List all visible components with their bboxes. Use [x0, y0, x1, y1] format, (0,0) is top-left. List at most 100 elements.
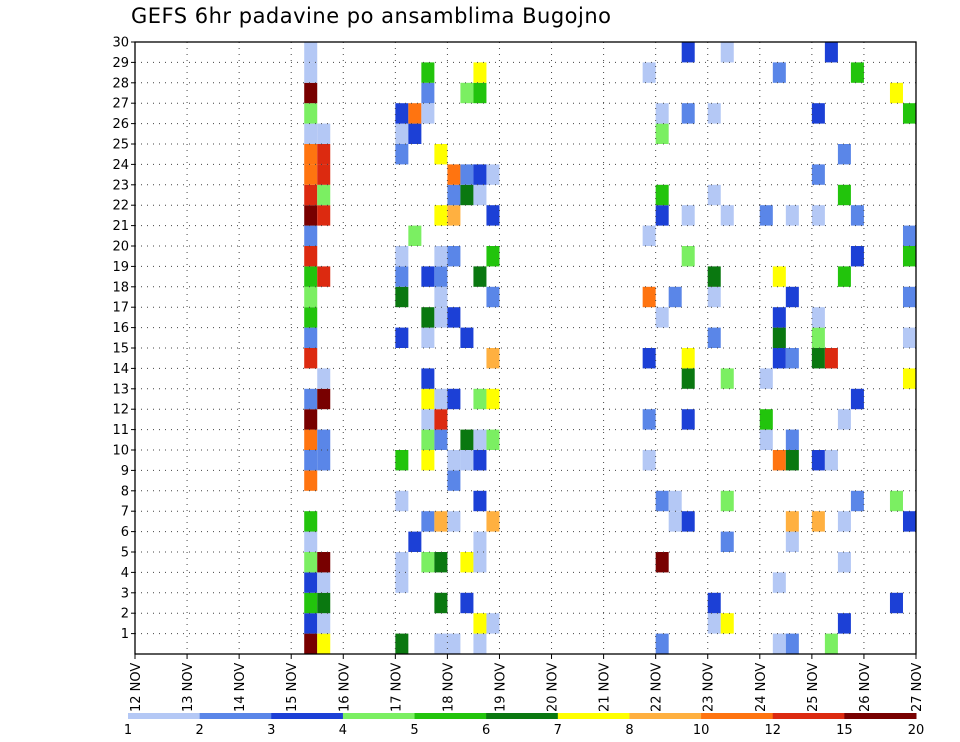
heatmap-cell — [434, 286, 448, 308]
y-tick-label: 18 — [112, 280, 129, 295]
colorbar-segment — [199, 713, 272, 719]
heatmap-cell — [395, 490, 409, 512]
heatmap-cell — [486, 613, 500, 634]
heatmap-cell — [473, 429, 487, 450]
y-tick-label: 15 — [112, 342, 129, 357]
heatmap-cell — [304, 388, 318, 410]
heatmap-cell — [850, 246, 864, 267]
heatmap-cell — [447, 450, 461, 471]
heatmap-cell — [473, 552, 487, 573]
y-tick-label: 14 — [112, 362, 129, 377]
heatmap-cell — [317, 429, 331, 450]
heatmap-cell — [707, 592, 721, 614]
heatmap-cell — [811, 164, 825, 185]
x-tick-label: 22 NOV — [650, 663, 665, 712]
heatmap-cell — [720, 490, 734, 512]
heatmap-cell — [785, 531, 799, 552]
heatmap-cell — [720, 613, 734, 634]
heatmap-cell — [434, 592, 448, 614]
heatmap-cell — [772, 327, 786, 348]
colorbar-label: 1 — [124, 723, 132, 738]
heatmap-cell — [655, 490, 669, 512]
heatmap-cell — [421, 103, 435, 124]
x-tick-label: 14 NOV — [233, 663, 248, 712]
heatmap-cell — [304, 266, 318, 287]
heatmap-cell — [304, 205, 318, 226]
heatmap-cell — [902, 368, 916, 389]
heatmap-cell — [421, 62, 435, 83]
heatmap-cell — [902, 246, 916, 267]
heatmap-cell — [811, 511, 825, 532]
heatmap-cell — [902, 511, 916, 532]
heatmap-cell — [304, 123, 318, 144]
heatmap-cell — [811, 348, 825, 369]
heatmap-cell — [304, 592, 318, 614]
x-tick-label: 15 NOV — [285, 663, 300, 712]
heatmap-cell — [668, 286, 682, 308]
heatmap-cell — [434, 552, 448, 573]
colorbar-segment — [629, 713, 702, 719]
heatmap-cell — [824, 450, 838, 471]
x-tick-label: 13 NOV — [181, 663, 196, 712]
heatmap-cell — [720, 368, 734, 389]
heatmap-cell — [850, 205, 864, 226]
heatmap-cell — [473, 450, 487, 471]
y-tick-label: 28 — [112, 76, 129, 91]
heatmap-cell — [772, 572, 786, 593]
heatmap-cell — [759, 205, 773, 226]
x-tick-label: 19 NOV — [493, 663, 508, 712]
heatmap-cell — [304, 307, 318, 328]
heatmap-cell — [304, 286, 318, 308]
heatmap-cell — [759, 429, 773, 450]
heatmap-cell — [655, 205, 669, 226]
colorbar-segment — [772, 713, 845, 719]
heatmap-cell — [460, 552, 474, 573]
heatmap-cell — [421, 409, 435, 430]
heatmap-cell — [850, 490, 864, 512]
heatmap-cell — [720, 42, 734, 63]
heatmap-cell — [317, 633, 331, 654]
heatmap-cell — [304, 225, 318, 246]
heatmap-cell — [447, 205, 461, 226]
heatmap-cell — [473, 82, 487, 104]
heatmap-cell — [304, 42, 318, 63]
heatmap-cell — [681, 246, 695, 267]
x-tick-label: 16 NOV — [337, 663, 352, 712]
heatmap-cell — [642, 409, 656, 430]
heatmap-cell — [447, 633, 461, 654]
heatmap-cell — [421, 511, 435, 532]
y-tick-label: 26 — [112, 117, 129, 132]
heatmap-cell — [720, 531, 734, 552]
heatmap-cell — [486, 511, 500, 532]
heatmap-cell — [486, 429, 500, 450]
colorbar-label: 10 — [693, 723, 710, 738]
heatmap-cell — [304, 613, 318, 634]
heatmap-cell — [785, 633, 799, 654]
y-tick-label: 10 — [112, 444, 129, 459]
heatmap-cell — [902, 225, 916, 246]
heatmap-cell — [447, 388, 461, 410]
heatmap-cell — [317, 450, 331, 471]
heatmap-cell — [902, 286, 916, 308]
colorbar-label: 5 — [410, 723, 418, 738]
y-tick-label: 12 — [112, 403, 129, 418]
x-tick-label: 27 NOV — [910, 663, 925, 712]
heatmap-cell — [317, 388, 331, 410]
heatmap-cell — [681, 348, 695, 369]
heatmap-cell — [395, 572, 409, 593]
heatmap-cell — [421, 327, 435, 348]
heatmap-cell — [395, 266, 409, 287]
heatmap-cell — [421, 552, 435, 573]
heatmap-cell — [681, 368, 695, 389]
heatmap-cell — [408, 531, 422, 552]
heatmap-cell — [837, 266, 851, 287]
x-tick-label: 23 NOV — [702, 663, 717, 712]
y-tick-label: 20 — [112, 240, 129, 255]
colorbar-segment — [486, 713, 559, 719]
heatmap-cell — [434, 429, 448, 450]
heatmap-cell — [447, 307, 461, 328]
heatmap-cell — [486, 246, 500, 267]
y-tick-label: 19 — [112, 260, 129, 275]
colorbar-label: 6 — [482, 723, 490, 738]
heatmap-cell — [642, 348, 656, 369]
